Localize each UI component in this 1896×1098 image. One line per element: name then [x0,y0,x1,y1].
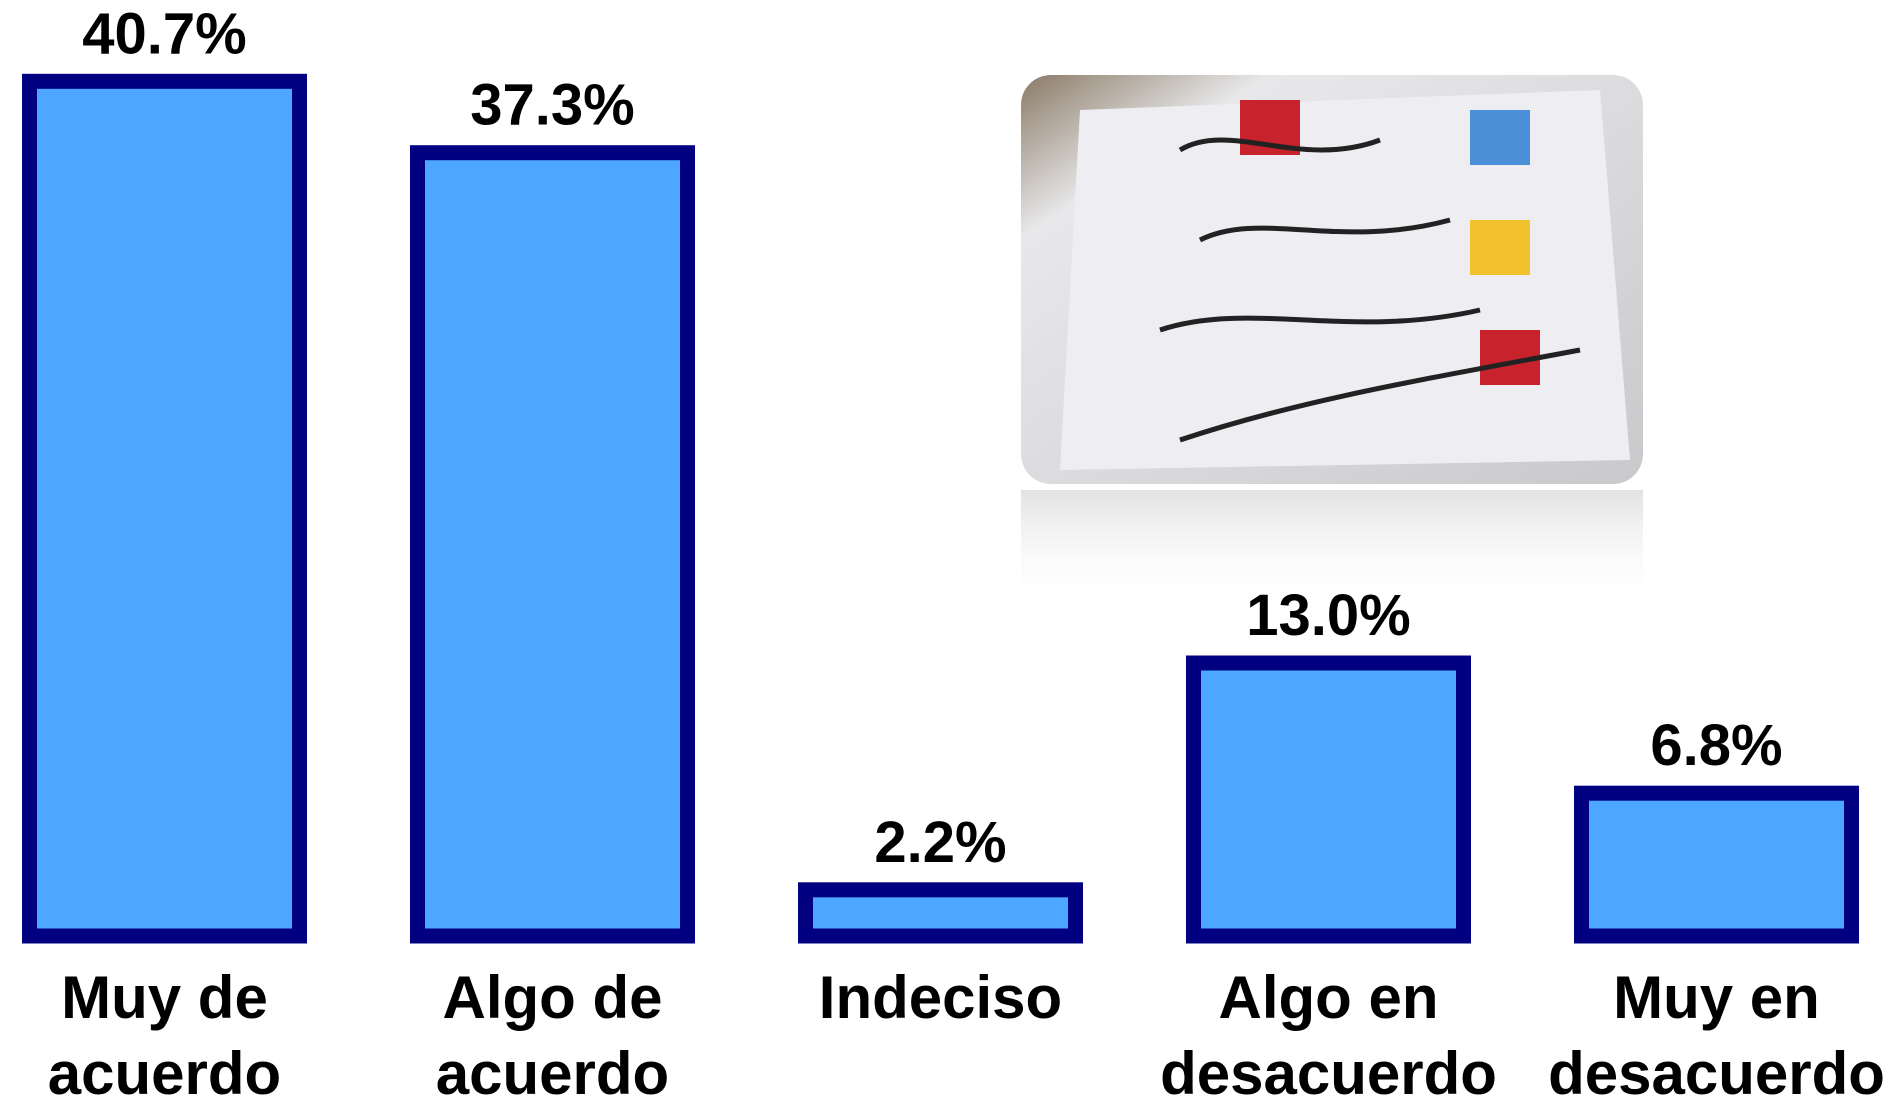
bar [22,73,307,944]
handwriting [1159,137,1581,443]
photo [1021,75,1643,610]
photo-reflection [1021,490,1643,610]
category-label: Muy de acuerdo [47,964,282,1098]
bar [410,145,695,944]
bar [1574,785,1859,944]
value-label: 13.0% [1246,583,1410,648]
category-label: Algo de acuerdo [435,964,670,1098]
bar [798,882,1083,944]
party-logo [1470,110,1530,165]
category-label: Indeciso [818,964,1063,1031]
value-label: 2.2% [874,810,1006,875]
party-logo [1470,220,1530,275]
value-label: 37.3% [470,73,634,138]
value-label: 6.8% [1650,713,1782,778]
category-label: Algo en desacuerdo [1160,964,1497,1098]
bar [1186,655,1471,944]
value-label: 40.7% [82,1,246,66]
category-label: Muy en desacuerdo [1548,964,1885,1098]
